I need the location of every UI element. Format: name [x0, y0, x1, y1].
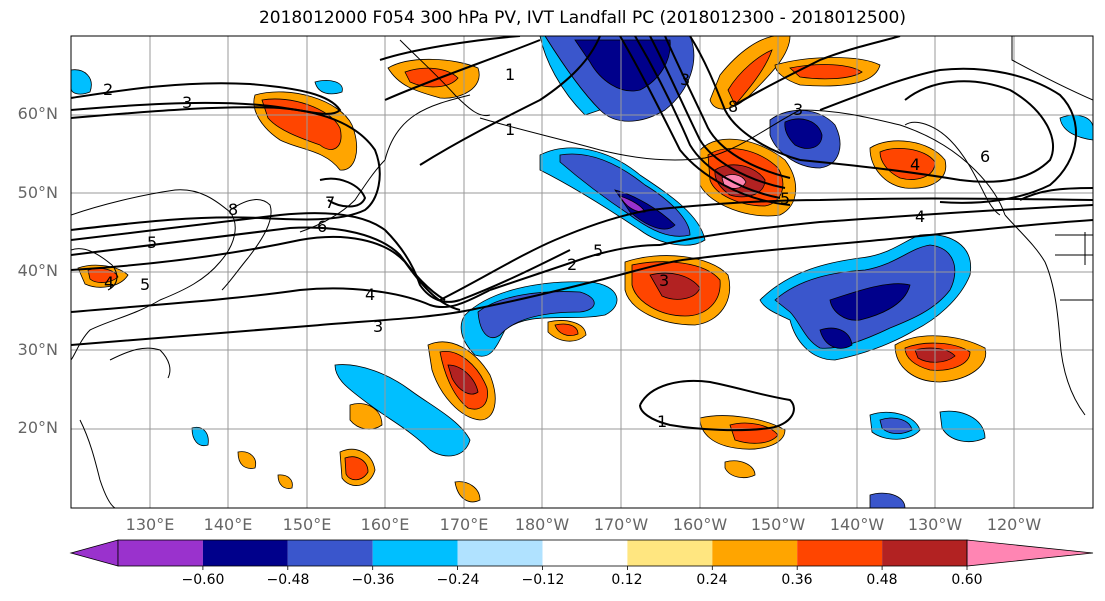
colorbar-bin — [882, 540, 967, 566]
lon-label-180w: 180°W — [514, 515, 570, 534]
lon-label-130w: 130°W — [907, 515, 963, 534]
colorbar-bin — [372, 540, 458, 566]
lat-label-50n: 50°N — [17, 183, 58, 202]
lon-label-160w: 160°W — [672, 515, 728, 534]
contour-label: 2 — [103, 80, 113, 99]
lon-label-150w: 150°W — [750, 515, 806, 534]
colorbar-tick-label: 0.48 — [866, 572, 898, 588]
colorbar-tick-label: −0.36 — [351, 572, 395, 588]
colorbar-bin — [712, 540, 798, 566]
lat-label-60n: 60°N — [17, 104, 58, 123]
lat-label-40n: 40°N — [17, 261, 58, 280]
contour-label: 1 — [505, 120, 515, 139]
colorbar — [69, 539, 1094, 570]
contour-labels: 2 3 1 7 8 6 5 4 5 4 3 2 1 3 5 4 5 6 1 3 … — [103, 65, 990, 431]
contour-label: 6 — [317, 217, 327, 236]
contour-label: 5 — [780, 189, 790, 208]
contour-label: 4 — [910, 155, 920, 174]
contour-label: 8 — [728, 97, 738, 116]
lat-label-30n: 30°N — [17, 340, 58, 359]
graticule — [71, 36, 1093, 508]
colorbar-tick-label: −0.60 — [181, 572, 225, 588]
contour-label: 3 — [793, 100, 803, 119]
lon-label-140e: 140°E — [203, 515, 253, 534]
contour-label: 4 — [104, 273, 114, 292]
colorbar-tick-label: 0.36 — [781, 572, 813, 588]
lon-label-120w: 120°W — [986, 515, 1042, 534]
lon-label-150e: 150°E — [282, 515, 332, 534]
lon-label-170e: 170°E — [439, 515, 489, 534]
colorbar-tick-label: −0.48 — [266, 572, 310, 588]
colorbar-bin — [542, 540, 628, 566]
contour-label: 5 — [140, 275, 150, 294]
map-title: 2018012000 F054 300 hPa PV, IVT Landfall… — [258, 8, 906, 28]
contour-label: 7 — [325, 193, 335, 212]
colorbar-bin — [118, 540, 203, 566]
contour-label: 3 — [680, 70, 690, 89]
contour-label: 2 — [567, 255, 577, 274]
colorbar-tick-label: 0.60 — [951, 572, 983, 588]
shaded-anomaly-fields — [71, 36, 1093, 508]
colorbar-bin — [627, 540, 713, 566]
map-plot-area: 2 3 1 7 8 6 5 4 5 4 3 2 1 3 5 4 5 6 1 3 … — [71, 36, 1093, 508]
colorbar-tick-label: 0.24 — [696, 572, 728, 588]
plot-frame — [70, 35, 1094, 509]
contour-label: 6 — [980, 147, 990, 166]
contour-label: 4 — [915, 207, 925, 226]
contour-label: 8 — [228, 200, 238, 219]
colorbar-high-extension — [966, 539, 1094, 567]
colorbar-tick-label: −0.24 — [436, 572, 480, 588]
contour-label: 3 — [182, 93, 192, 112]
lon-label-130e: 130°E — [125, 515, 175, 534]
contour-label: 4 — [365, 285, 375, 304]
colorbar-bin — [797, 540, 883, 566]
colorbar-tick-label: 0.12 — [611, 572, 643, 588]
lon-label-140w: 140°W — [829, 515, 885, 534]
colorbar-bin — [202, 540, 288, 566]
colorbar-tick-label: −0.12 — [521, 572, 565, 588]
contour-label: 1 — [505, 65, 515, 84]
lon-label-170w: 170°W — [593, 515, 649, 534]
contour-label: 1 — [657, 412, 667, 431]
contour-label: 3 — [373, 317, 383, 336]
contour-label: 5 — [147, 233, 157, 252]
pv-contours — [71, 36, 1093, 432]
lat-label-20n: 20°N — [17, 418, 58, 437]
lon-label-160e: 160°E — [360, 515, 410, 534]
colorbar-bin — [457, 540, 543, 566]
colorbar-low-extension — [69, 539, 119, 567]
contour-label: 3 — [659, 271, 669, 290]
contour-label: 5 — [593, 241, 603, 260]
colorbar-bin — [287, 540, 373, 566]
